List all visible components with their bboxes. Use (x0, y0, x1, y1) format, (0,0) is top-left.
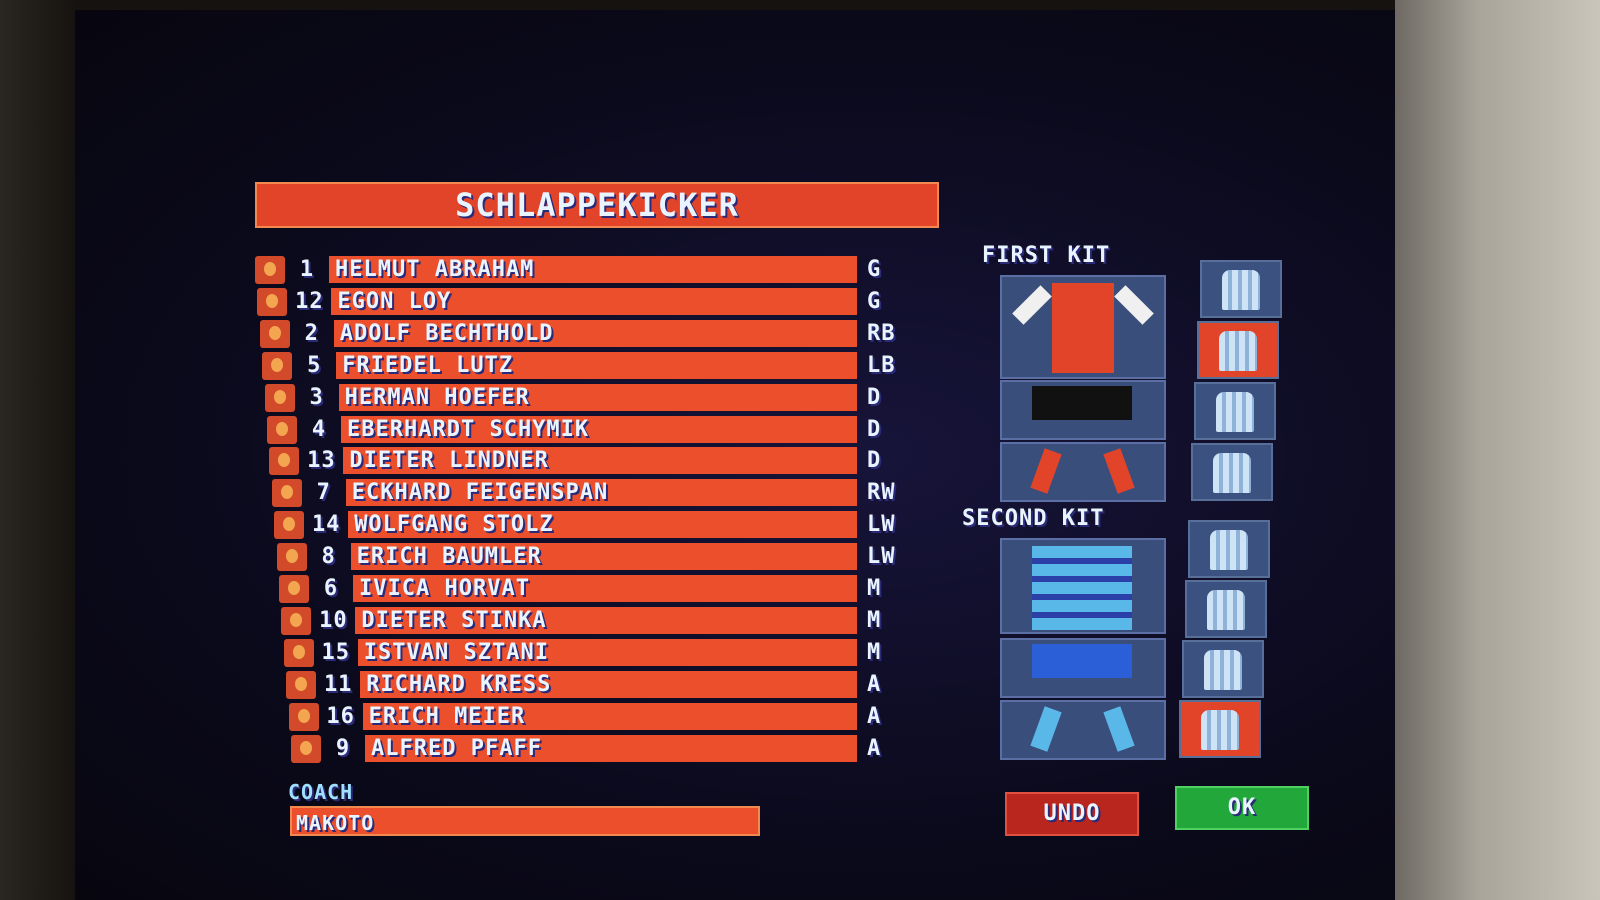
player-position: M (866, 607, 882, 633)
first-kit-shirt[interactable] (1000, 275, 1166, 379)
shirt-icon (1216, 392, 1254, 432)
player-position: LW (866, 512, 896, 538)
shirt-icon (1207, 590, 1245, 630)
player-number: 9 (335, 735, 351, 761)
second-kit-label: SECOND KIT (962, 506, 1105, 531)
player-face-icon (259, 319, 290, 348)
player-face-icon (262, 351, 293, 380)
player-number: 1 (299, 257, 315, 282)
monitor-bezel-right (1395, 0, 1600, 900)
first-kit-socks[interactable] (1000, 442, 1166, 502)
player-face-icon (255, 256, 285, 284)
player-face-icon (288, 702, 319, 731)
player-face-icon (271, 479, 302, 508)
player-face-icon (267, 415, 297, 444)
player-position: RW (866, 480, 896, 506)
player-position: A (866, 703, 882, 729)
player-number: 15 (321, 639, 351, 665)
player-name[interactable]: ECKHARD FEIGENSPAN (345, 479, 857, 507)
shirt-icon (1219, 331, 1257, 371)
player-position: D (867, 416, 882, 442)
shirt-style-option[interactable] (1185, 580, 1267, 638)
shirt-icon (1222, 270, 1260, 310)
shirt-style-option-selected[interactable] (1179, 700, 1261, 758)
player-name[interactable]: WOLFGANG STOLZ (348, 511, 857, 539)
shirt-style-option[interactable] (1188, 520, 1270, 578)
player-position: M (866, 639, 882, 665)
shirt-icon (1213, 453, 1251, 493)
player-position: D (866, 448, 882, 474)
player-name[interactable]: RICHARD KRESS (360, 670, 857, 698)
player-name[interactable]: EGON LOY (331, 287, 857, 315)
player-name[interactable]: HELMUT ABRAHAM (329, 256, 857, 283)
player-name[interactable]: ALFRED PFAFF (365, 734, 857, 762)
player-face-icon (274, 511, 305, 540)
first-kit-label: FIRST KIT (982, 243, 1111, 268)
player-face-icon (276, 543, 307, 572)
player-number: 6 (323, 576, 339, 601)
player-face-icon (269, 447, 300, 476)
player-face-icon (291, 734, 321, 763)
shirt-style-option[interactable] (1191, 443, 1273, 501)
player-name[interactable]: ERICH MEIER (362, 702, 857, 730)
player-face-icon (257, 287, 288, 316)
first-kit-shorts[interactable] (1000, 380, 1166, 440)
player-position: M (867, 576, 882, 601)
coach-name-field[interactable]: MAKOTO (290, 806, 760, 836)
player-number: 10 (319, 607, 348, 633)
player-position: A (866, 671, 882, 697)
shirt-style-option[interactable] (1194, 382, 1276, 440)
coach-label: COACH (288, 780, 354, 804)
second-kit-shirt[interactable] (1000, 538, 1166, 634)
player-name[interactable]: FRIEDEL LUTZ (336, 351, 857, 379)
player-number: 13 (307, 448, 336, 474)
player-position: LW (866, 544, 896, 570)
shirt-style-option[interactable] (1200, 260, 1282, 318)
player-number: 12 (295, 288, 324, 314)
shirt-icon (1204, 650, 1242, 690)
player-number: 8 (321, 544, 336, 570)
player-number: 2 (304, 320, 319, 346)
player-face-icon (283, 638, 314, 667)
player-name[interactable]: ERICH BAUMLER (350, 543, 857, 571)
player-name[interactable]: ISTVAN SZTANI (357, 638, 857, 666)
player-number: 5 (307, 352, 322, 378)
player-position: LB (866, 352, 896, 378)
player-position: A (867, 735, 882, 761)
shirt-icon (1210, 530, 1248, 570)
ok-button[interactable]: OK (1175, 786, 1309, 830)
player-face-icon (264, 383, 295, 412)
shirt-style-option-selected[interactable] (1197, 321, 1279, 379)
player-face-icon (281, 606, 312, 635)
player-name[interactable]: DIETER LINDNER (343, 447, 857, 475)
shirt-style-option[interactable] (1182, 640, 1264, 698)
second-kit-socks[interactable] (1000, 700, 1166, 760)
player-number: 14 (311, 512, 341, 538)
player-number: 16 (326, 703, 355, 729)
player-face-icon (279, 575, 309, 603)
player-position: G (867, 257, 882, 282)
player-name[interactable]: ADOLF BECHTHOLD (333, 319, 857, 347)
second-kit-shorts[interactable] (1000, 638, 1166, 698)
team-name[interactable]: SCHLAPPEKICKER (255, 182, 939, 228)
undo-button[interactable]: UNDO (1005, 792, 1139, 836)
player-position: RB (866, 320, 896, 346)
player-face-icon (286, 670, 317, 699)
player-number: 11 (323, 671, 353, 697)
player-name[interactable]: EBERHARDT SCHYMIK (341, 415, 857, 443)
player-position: G (866, 288, 882, 314)
player-number: 4 (311, 416, 327, 442)
player-number: 3 (309, 384, 324, 410)
monitor-bezel-left (0, 0, 75, 900)
player-name[interactable]: IVICA HORVAT (353, 575, 857, 602)
player-position: D (866, 384, 882, 410)
shirt-icon (1201, 710, 1239, 750)
player-number: 7 (316, 480, 331, 506)
player-name[interactable]: DIETER STINKA (355, 606, 857, 634)
player-name[interactable]: HERMAN HOEFER (338, 383, 857, 411)
